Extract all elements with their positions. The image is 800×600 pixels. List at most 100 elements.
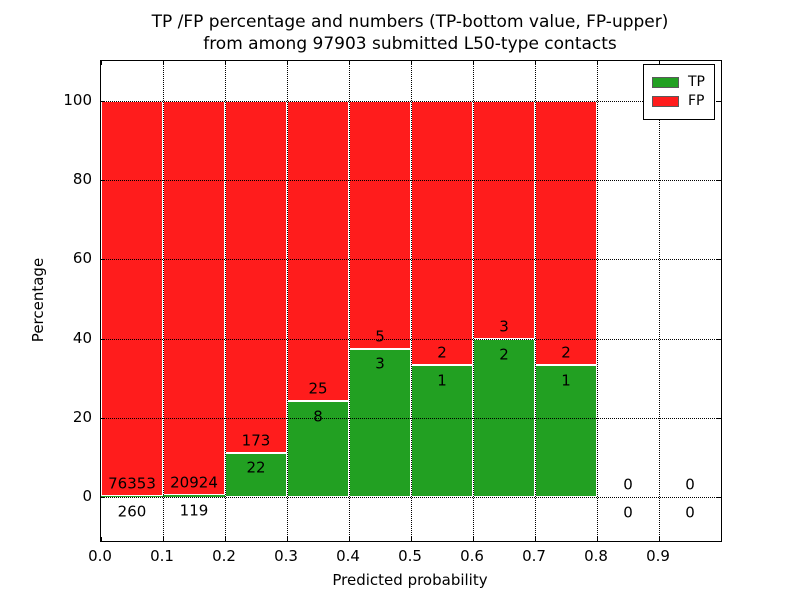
- fp-bar: [411, 100, 473, 366]
- plot-area: TP FP 76353 260 20924 119 173 22 25 8 5 3 2 1 3 2 2 1 0 0…: [100, 60, 722, 542]
- x-tick-top: [225, 61, 226, 65]
- y-tick-left: [101, 180, 105, 181]
- x-tick-label: 0.2: [212, 547, 236, 565]
- x-tick-label: 0.6: [460, 547, 484, 565]
- fp-count-label: 2: [437, 343, 447, 362]
- fp-bar: [163, 100, 225, 496]
- y-tick-right: [717, 180, 721, 181]
- x-gridline: [411, 61, 412, 541]
- x-gridline: [597, 61, 598, 541]
- fp-count-label: 0: [685, 475, 695, 494]
- tp-bar: [163, 495, 225, 498]
- fp-legend-label: FP: [688, 93, 705, 109]
- x-tick-bottom: [535, 537, 536, 541]
- x-tick-bottom: [473, 537, 474, 541]
- tp-count-label: 0: [623, 503, 633, 522]
- x-tick-bottom: [225, 537, 226, 541]
- tp-count-label: 1: [437, 371, 447, 390]
- x-tick-top: [349, 61, 350, 65]
- fp-bar: [287, 100, 349, 402]
- tp-count-label: 8: [313, 407, 323, 426]
- x-tick-top: [287, 61, 288, 65]
- x-gridline: [163, 61, 164, 541]
- x-tick-bottom: [101, 537, 102, 541]
- y-tick-left: [101, 338, 105, 340]
- fp-bar: [225, 100, 287, 453]
- y-tick-right: [717, 259, 721, 261]
- x-gridline: [535, 61, 536, 541]
- x-axis-label: Predicted probability: [332, 571, 488, 589]
- chart-title-line1: TP /FP percentage and numbers (TP-bottom…: [151, 12, 669, 32]
- fp-count-label: 3: [499, 317, 509, 336]
- x-tick-label: 0.5: [398, 547, 422, 565]
- tp-count-label: 1: [561, 371, 571, 390]
- x-tick-label: 0.4: [336, 547, 360, 565]
- y-tick-label: 40: [72, 328, 92, 347]
- legend-row-fp: FP: [652, 93, 705, 109]
- y-tick-left: [101, 259, 105, 261]
- tp-bar: [101, 496, 163, 498]
- y-tick-right: [717, 497, 721, 499]
- x-tick-bottom: [597, 537, 598, 541]
- tp-bar: [473, 338, 535, 498]
- tp-count-label: 119: [179, 501, 209, 520]
- x-tick-top: [101, 61, 102, 65]
- x-tick-top: [597, 61, 598, 65]
- x-gridline: [473, 61, 474, 541]
- tp-bar: [411, 365, 473, 498]
- x-gridline: [349, 61, 350, 541]
- x-tick-bottom: [349, 537, 350, 541]
- fp-count-label: 25: [308, 379, 328, 398]
- fp-legend-swatch: [652, 95, 679, 107]
- y-tick-left: [101, 497, 105, 499]
- y-tick-right: [717, 338, 721, 340]
- x-tick-label: 0.8: [584, 547, 608, 565]
- y-tick-label: 0: [82, 487, 92, 506]
- tp-legend-swatch: [652, 76, 679, 88]
- fp-count-label: 5: [375, 327, 385, 346]
- legend-row-tp: TP: [652, 74, 705, 90]
- legend: TP FP: [643, 64, 715, 120]
- tp-bar: [225, 452, 287, 498]
- x-tick-label: 0.3: [274, 547, 298, 565]
- tp-count-label: 0: [685, 503, 695, 522]
- x-gridline: [659, 61, 660, 541]
- x-tick-bottom: [287, 537, 288, 541]
- x-tick-top: [163, 61, 164, 65]
- fp-bar: [473, 100, 535, 339]
- tp-bar: [535, 365, 597, 498]
- fp-bar: [349, 100, 411, 349]
- tp-count-label: 3: [375, 354, 385, 373]
- y-tick-right: [717, 100, 721, 102]
- y-tick-label: 20: [72, 408, 92, 427]
- x-tick-label: 0.9: [646, 547, 670, 565]
- fp-count-label: 76353: [108, 474, 156, 493]
- tp-legend-label: TP: [688, 74, 705, 90]
- y-tick-label: 60: [72, 249, 92, 268]
- tp-count-label: 22: [246, 458, 266, 477]
- tp-bar: [287, 401, 349, 498]
- fp-bar: [101, 100, 163, 496]
- x-tick-top: [473, 61, 474, 65]
- x-tick-label: 0.0: [88, 547, 112, 565]
- x-tick-label: 0.1: [150, 547, 174, 565]
- fp-count-label: 173: [241, 431, 271, 450]
- y-tick-left: [101, 100, 105, 102]
- x-tick-top: [535, 61, 536, 65]
- x-tick-bottom: [659, 537, 660, 541]
- tp-count-label: 2: [499, 345, 509, 364]
- x-tick-bottom: [163, 537, 164, 541]
- chart-title-line2: from among 97903 submitted L50-type cont…: [203, 34, 617, 54]
- x-tick-top: [411, 61, 412, 65]
- x-tick-label: 0.7: [522, 547, 546, 565]
- y-tick-left: [101, 418, 105, 420]
- x-gridline: [225, 61, 226, 541]
- y-tick-label: 100: [63, 90, 92, 109]
- x-gridline: [287, 61, 288, 541]
- y-tick-right: [717, 418, 721, 420]
- fp-count-label: 2: [561, 343, 571, 362]
- fp-bar: [535, 100, 597, 366]
- fp-count-label: 0: [623, 475, 633, 494]
- x-tick-top: [659, 61, 660, 65]
